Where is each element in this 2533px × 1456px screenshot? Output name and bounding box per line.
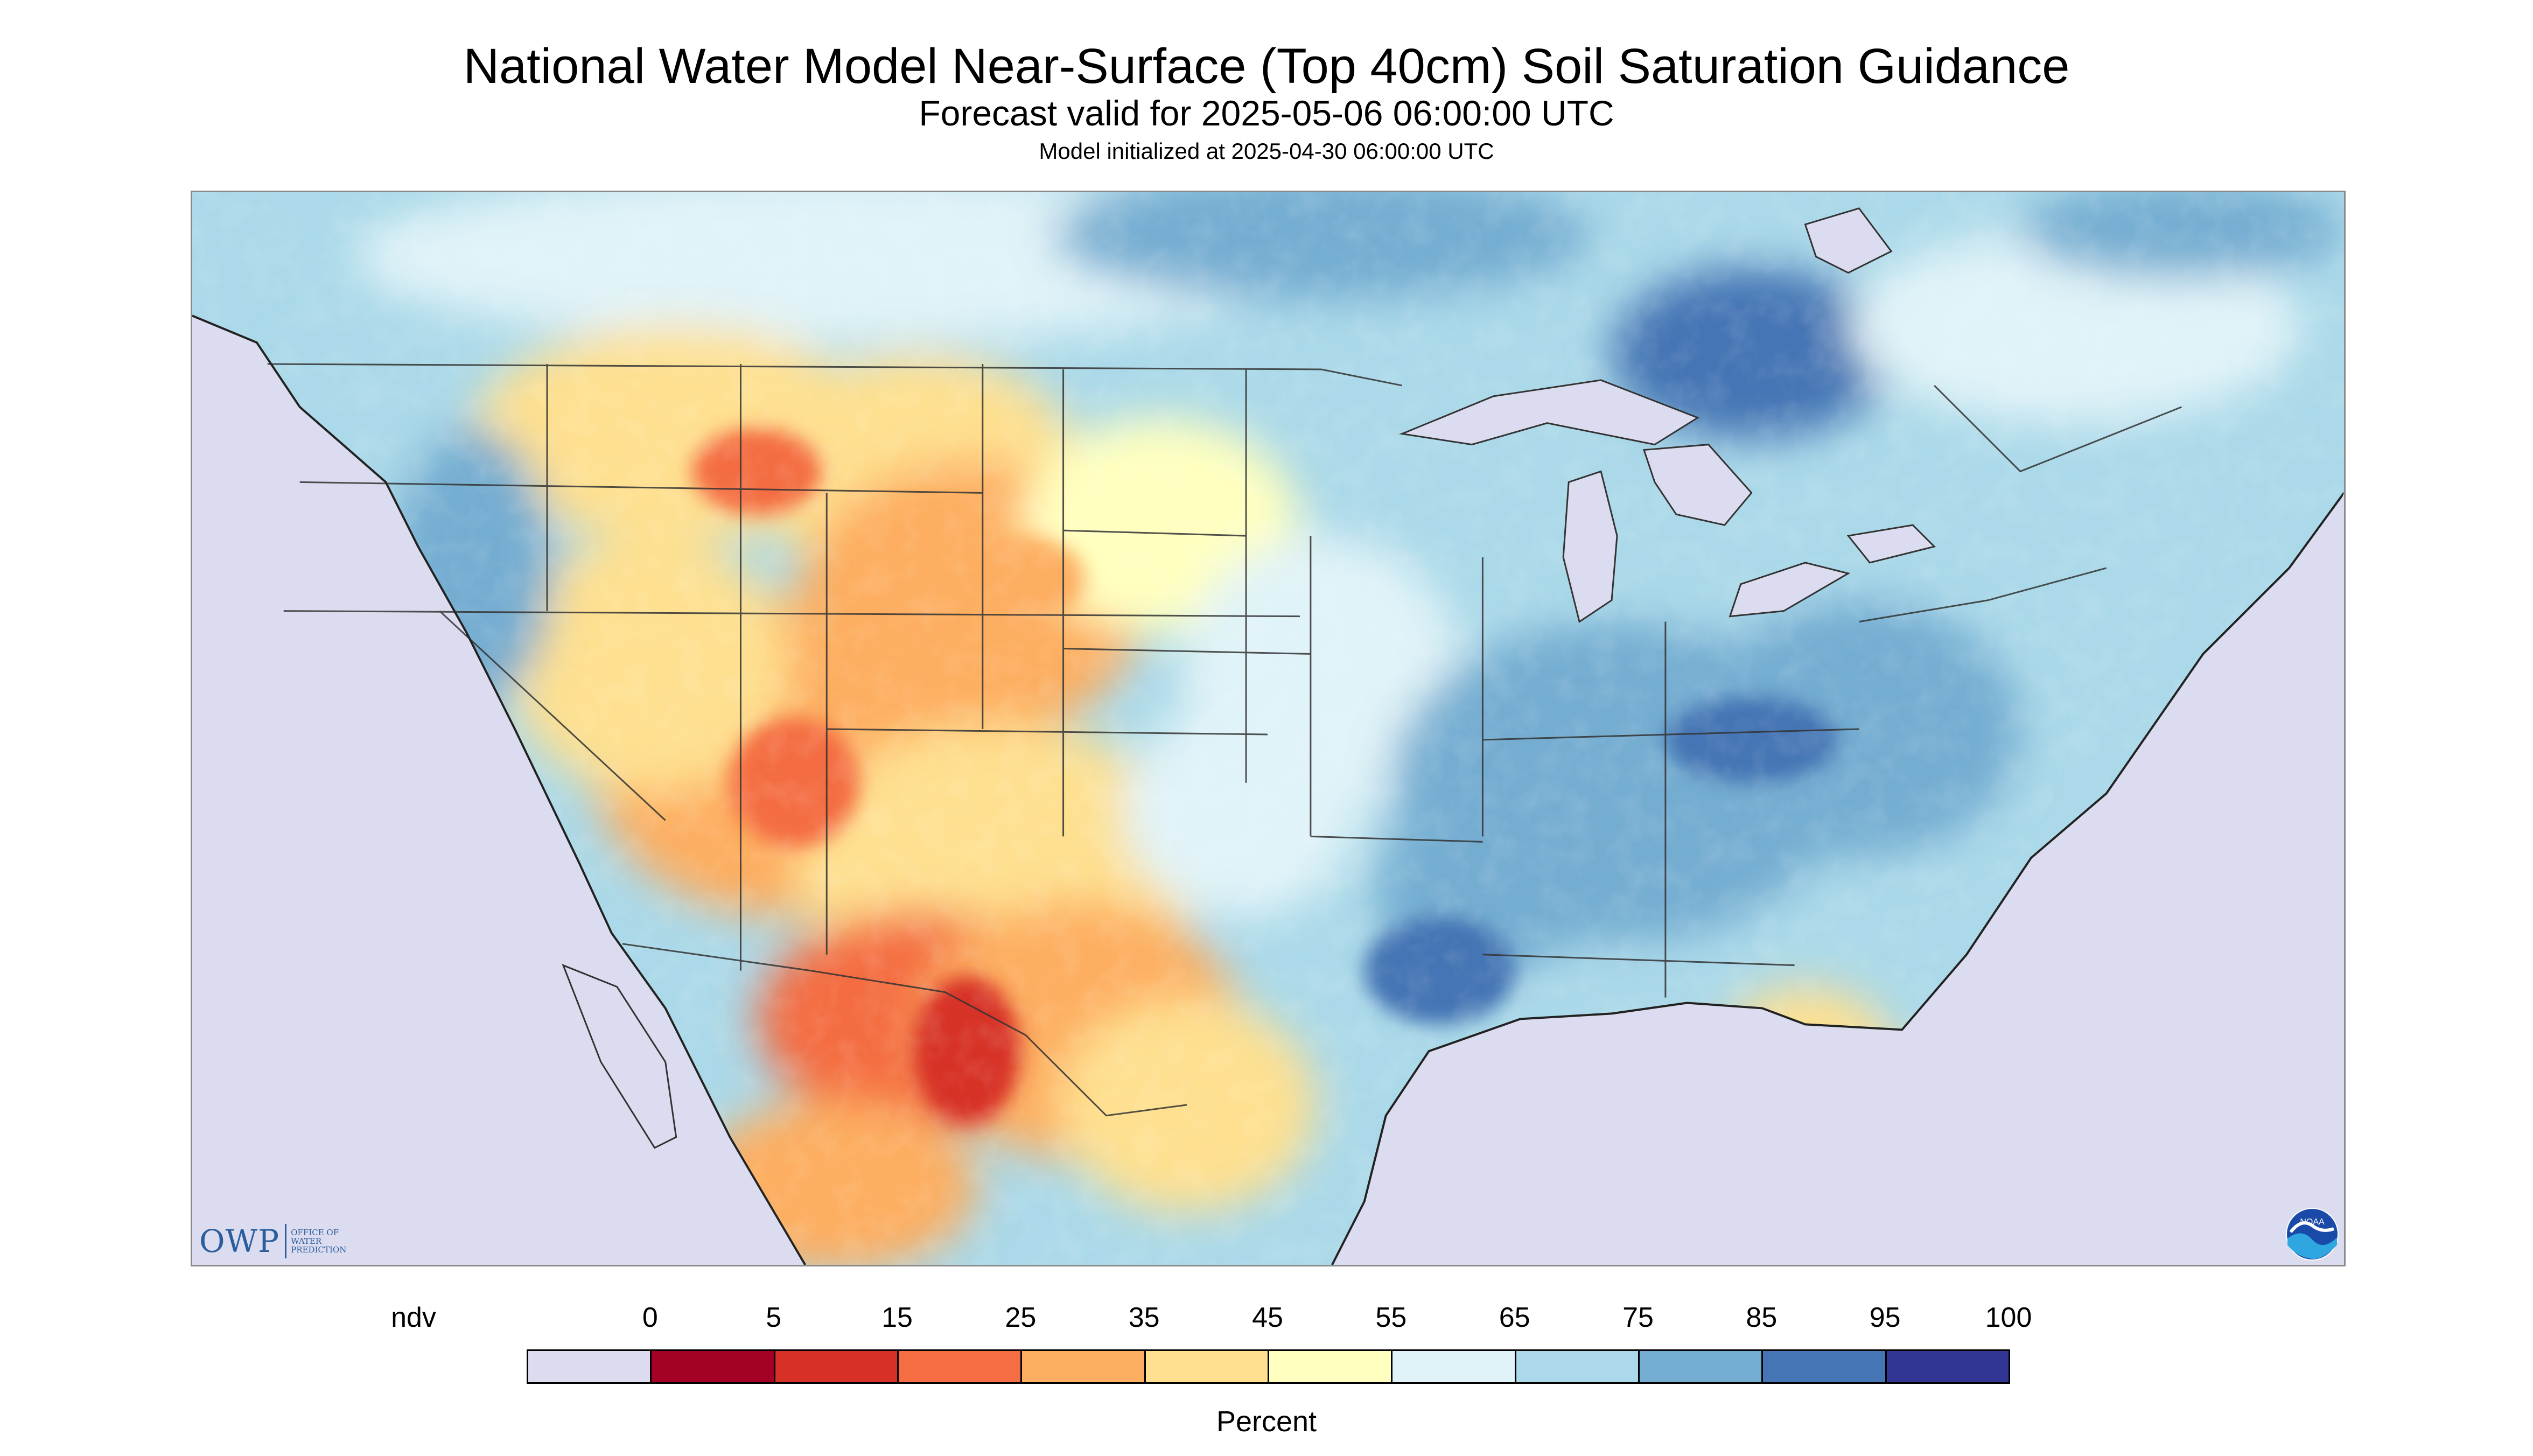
legend-swatch-65-75 <box>1514 1349 1640 1384</box>
legend-swatch-0-5 <box>650 1349 775 1384</box>
legend-tick-label: 35 <box>1128 1302 1160 1333</box>
legend-swatch-5-15 <box>773 1349 899 1384</box>
legend-swatch-95-100 <box>1885 1349 2010 1384</box>
legend-title: Percent <box>1216 1405 1317 1438</box>
east-projection-edge <box>2117 493 2344 1265</box>
west-projection-edge <box>192 568 472 1265</box>
map-canvas <box>192 192 2344 1265</box>
soil-saturation-map[interactable] <box>191 191 2346 1266</box>
legend-swatch-25-35 <box>1020 1349 1146 1384</box>
legend-tick-label: 55 <box>1375 1302 1407 1333</box>
legend-tick-label: 5 <box>766 1302 782 1333</box>
legend-swatch-45-55 <box>1268 1349 1393 1384</box>
coastline <box>192 314 2344 1265</box>
legend-swatch-ndv <box>527 1349 652 1384</box>
legend-tick-label: 65 <box>1499 1302 1530 1333</box>
forecast-valid-time: Forecast valid for 2025-05-06 06:00:00 U… <box>919 93 1614 133</box>
legend-tick-label: 95 <box>1869 1302 1901 1333</box>
legend-swatch-35-45 <box>1144 1349 1269 1384</box>
legend-swatch-75-85 <box>1638 1349 1764 1384</box>
owp-logo: OWP OFFICE OF WATER PREDICTION <box>199 1222 346 1260</box>
legend-tick-label: 25 <box>1005 1302 1037 1333</box>
legend-tick-label: 85 <box>1746 1302 1778 1333</box>
legend-tick-label: 100 <box>1985 1302 2032 1333</box>
owp-logo-text: OFFICE OF WATER PREDICTION <box>291 1228 347 1255</box>
legend-swatch-15-25 <box>897 1349 1023 1384</box>
model-initialized-time: Model initialized at 2025-04-30 06:00:00… <box>1039 138 1494 164</box>
legend-tick-label: 45 <box>1252 1302 1283 1333</box>
gulf-of-california <box>562 964 677 1149</box>
great-lakes <box>1399 207 1936 624</box>
political-borders <box>267 363 2182 1117</box>
map-title: National Water Model Near-Surface (Top 4… <box>463 39 2070 94</box>
legend-swatch-55-65 <box>1391 1349 1516 1384</box>
noaa-logo: NOAA <box>2286 1208 2339 1261</box>
noaa-logo-text: NOAA <box>2300 1217 2325 1227</box>
legend-tick-label: ndv <box>391 1302 436 1333</box>
legend-tick-label: 75 <box>1622 1302 1654 1333</box>
owp-logo-mark: OWP <box>199 1224 287 1258</box>
legend-swatch-85-95 <box>1761 1349 1887 1384</box>
legend-tick-label: 15 <box>881 1302 913 1333</box>
legend-tick-label: 0 <box>642 1302 658 1333</box>
